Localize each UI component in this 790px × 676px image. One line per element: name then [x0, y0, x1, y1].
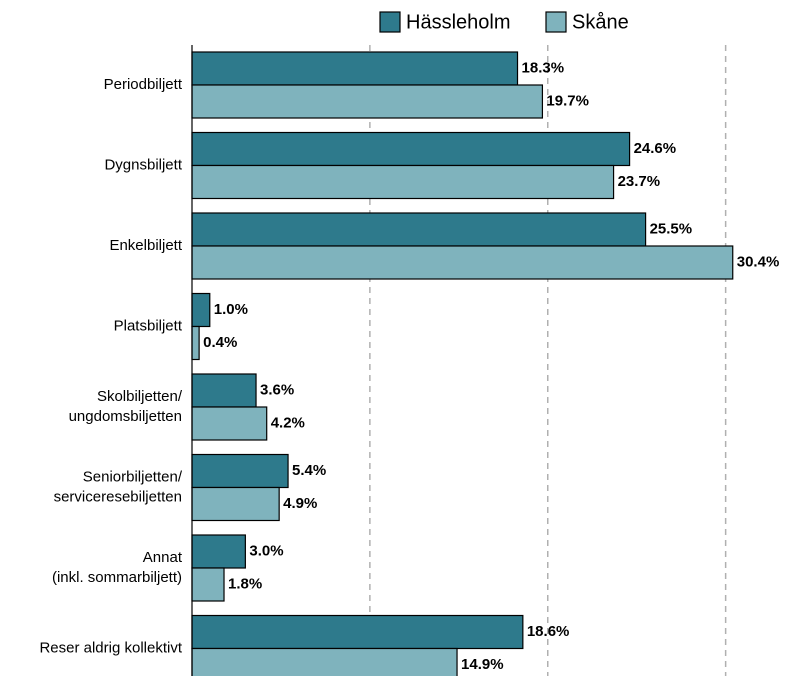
bar: [191, 245, 734, 280]
data-label: 24.6%: [634, 140, 677, 157]
bar: [191, 292, 211, 328]
y-tick-label: Platsbiljett: [114, 317, 183, 334]
bar: [191, 164, 615, 200]
data-label: 0.4%: [203, 334, 237, 351]
bar: [191, 212, 647, 247]
data-label: 23.7%: [618, 173, 661, 190]
bar: [191, 325, 200, 361]
data-label: 4.9%: [283, 495, 317, 512]
bar: [191, 453, 289, 489]
data-label: 18.6%: [527, 623, 570, 640]
legend-label: Skåne: [572, 11, 629, 33]
y-tick-label: Reser aldrig kollektivt: [39, 639, 182, 656]
data-label: 1.0%: [214, 301, 248, 318]
bar: [191, 84, 544, 119]
bar: [191, 131, 631, 167]
y-tick-label: Annat (inkl. sommarbiljett): [52, 549, 183, 586]
bar: [191, 373, 257, 408]
y-tick-label: Seniorbiljetten/serviceresebiljetten: [54, 468, 183, 505]
data-label: 14.9%: [461, 656, 504, 673]
bar: [191, 51, 519, 86]
legend-swatch: [545, 11, 567, 33]
data-label: 18.3%: [522, 59, 565, 76]
data-label: 3.6%: [260, 381, 294, 398]
bar: [191, 534, 246, 569]
y-tick-label: Dygnsbiljett: [104, 156, 182, 173]
data-label: 25.5%: [650, 220, 693, 237]
bar: [191, 486, 280, 522]
data-label: 19.7%: [546, 92, 589, 109]
data-label: 30.4%: [737, 253, 780, 270]
bar: [191, 614, 524, 650]
bar: [191, 647, 458, 676]
data-label: 5.4%: [292, 462, 326, 479]
y-tick-label: Periodbiljett: [104, 76, 183, 93]
bar: [191, 406, 268, 441]
data-label: 3.0%: [249, 542, 283, 559]
data-label: 1.8%: [228, 575, 262, 592]
y-tick-label: Enkelbiljett: [109, 237, 182, 254]
legend-swatch: [379, 11, 401, 33]
bar: [191, 567, 225, 602]
y-tick-label: Skolbiljetten/ungdomsbiljetten: [69, 388, 183, 425]
data-label: 4.2%: [271, 414, 305, 431]
legend-label: Hässleholm: [406, 11, 510, 33]
